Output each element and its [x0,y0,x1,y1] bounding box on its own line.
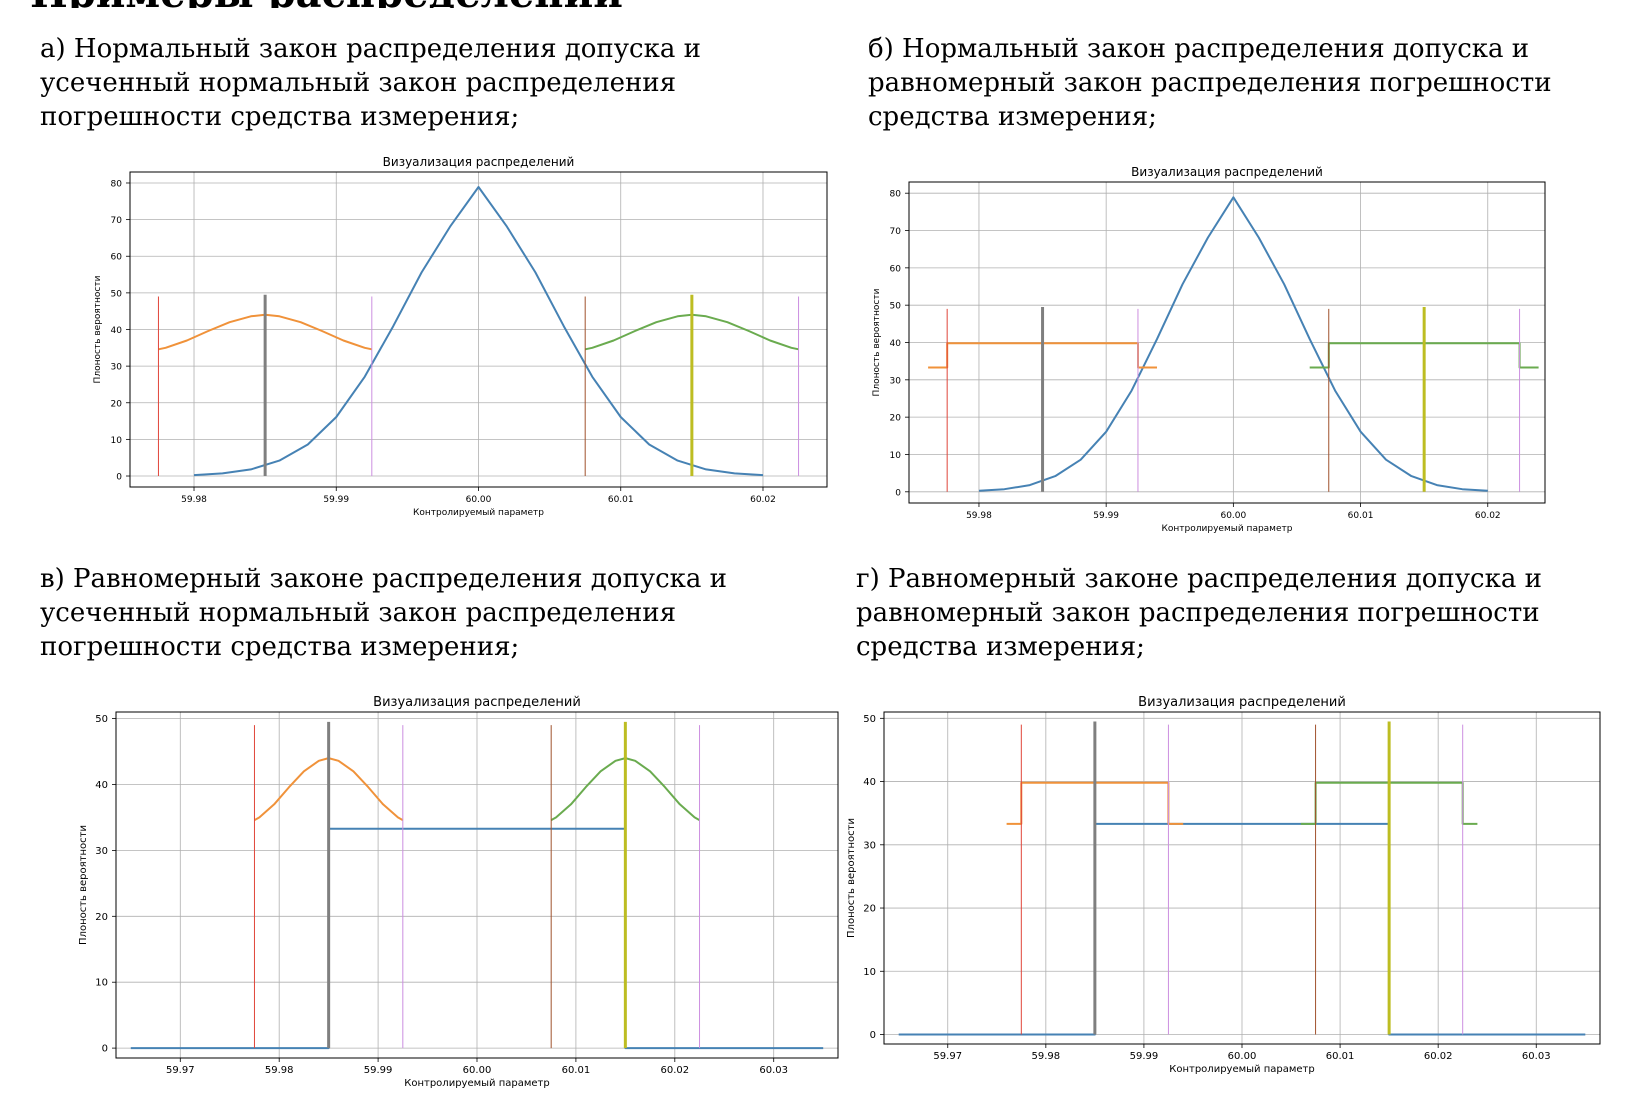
heading-text: Примеры распределений [30,0,623,8]
x-tick-label: 59.98 [181,495,207,505]
caption-b: б) Нормальный закон распределения допуск… [868,34,1552,132]
x-tick-label: 60.02 [1424,1051,1453,1062]
y-axis-label: Плоность вероятности [872,288,882,396]
x-tick-label: 60.01 [562,1065,591,1076]
x-tick-label: 59.99 [364,1065,393,1076]
y-tick-label: 70 [890,227,902,237]
x-tick-label: 59.97 [166,1065,195,1076]
plot-frame [908,181,1546,504]
caption-a: а) Нормальный закон распределения допуск… [40,34,701,132]
y-tick-label: 50 [95,714,108,725]
y-tick-label: 80 [890,190,902,200]
chart-a: 59.98 59.99 60.00 60.01 60.02 0 10 20 30 40 50 60 70… [93,155,828,518]
x-axis-label: Контролируемый параметр [404,1078,549,1089]
y-tick-label: 40 [863,777,876,788]
y-tick-label: 0 [895,488,901,498]
y-tick-label: 30 [863,840,876,851]
x-axis-label: Контролируемый параметр [1169,1064,1314,1075]
y-tick-label: 20 [111,399,123,409]
y-tick-label: 30 [95,846,108,857]
x-tick-label: 59.99 [1130,1051,1159,1062]
x-tick-label: 60.01 [608,495,634,505]
y-tick-label: 10 [95,978,108,989]
plot-frame [129,171,828,488]
y-tick-label: 0 [116,473,122,483]
y-tick-label: 80 [111,179,123,189]
series-line-blue [978,196,1488,492]
y-axis-label: Плоность вероятности [93,275,103,383]
y-axis-label: Плоность вероятности [78,825,89,945]
chart-title: Визуализация распределений [1131,165,1323,179]
y-tick-label: 30 [890,376,902,386]
chart-title: Визуализация распределений [1138,695,1346,710]
x-tick-label: 59.99 [323,495,349,505]
chart-b: 59.98 59.99 60.00 60.01 60.02 0 10 20 30 40 50 60 70… [872,165,1546,534]
x-tick-label: 60.02 [660,1065,689,1076]
cut-off-heading: Примеры распределений [0,0,1638,8]
y-tick-label: 10 [863,967,876,978]
caption-d: г) Равномерный законе распределения допу… [856,564,1542,662]
x-axis-label: Контролируемый параметр [413,508,544,518]
x-tick-label: 60.02 [750,495,776,505]
series-line-blue [898,822,1586,1036]
y-tick-label: 30 [111,363,123,373]
y-tick-label: 20 [863,904,876,915]
x-tick-label: 60.01 [1348,511,1374,521]
chart-title: Визуализация распределений [383,155,575,169]
y-tick-label: 50 [111,289,123,299]
x-tick-label: 60.00 [1220,511,1246,521]
x-tick-label: 60.03 [1522,1051,1551,1062]
plot-frame [883,711,1601,1045]
x-tick-label: 60.00 [466,495,492,505]
x-tick-label: 60.00 [463,1065,492,1076]
x-tick-label: 60.00 [1228,1051,1257,1062]
x-tick-label: 60.01 [1326,1051,1355,1062]
y-tick-label: 70 [111,216,123,226]
plot-area: 59.98 59.99 60.00 60.01 60.02 0 10 20 30 40 50 60 70… [890,181,1546,521]
plot-area: 59.98 59.99 60.00 60.01 60.02 0 10 20 30 40 50 60 70… [111,171,828,505]
y-tick-label: 40 [95,780,108,791]
x-tick-label: 59.97 [933,1051,962,1062]
y-tick-label: 20 [890,414,902,424]
plot-frame [115,711,839,1059]
series-line-blue [193,186,764,477]
plot-area: 59.97 59.98 59.99 60.00 60.01 60.02 60.03 0 10 20… [863,711,1601,1062]
y-tick-label: 10 [890,451,902,461]
y-axis-label: Плоность вероятности [846,818,857,938]
y-tick-label: 60 [111,253,123,263]
chart-c: 59.97 59.98 59.99 60.00 60.01 60.02 60.03 0 10 20… [78,695,839,1089]
chart-d: 59.97 59.98 59.99 60.00 60.01 60.02 60.03 0 10 20… [846,695,1601,1075]
chart-title: Визуализация распределений [373,695,581,710]
caption-c: в) Равномерный законе распределения допу… [40,564,727,662]
y-tick-label: 60 [890,264,902,274]
y-tick-label: 0 [102,1044,108,1055]
y-tick-label: 40 [111,326,123,336]
x-tick-label: 59.99 [1093,511,1119,521]
y-tick-label: 20 [95,912,108,923]
x-tick-label: 59.98 [1032,1051,1061,1062]
x-tick-label: 59.98 [966,511,992,521]
y-tick-label: 50 [863,714,876,725]
y-tick-label: 50 [890,302,902,312]
series-line-blue [130,827,824,1050]
y-tick-label: 0 [870,1030,876,1041]
x-tick-label: 60.03 [759,1065,788,1076]
plot-area: 59.97 59.98 59.99 60.00 60.01 60.02 60.03 0 10 20… [95,711,839,1076]
x-tick-label: 60.02 [1475,511,1501,521]
y-tick-label: 10 [111,436,123,446]
x-tick-label: 59.98 [265,1065,294,1076]
x-axis-label: Контролируемый параметр [1162,524,1293,534]
y-tick-label: 40 [890,339,902,349]
